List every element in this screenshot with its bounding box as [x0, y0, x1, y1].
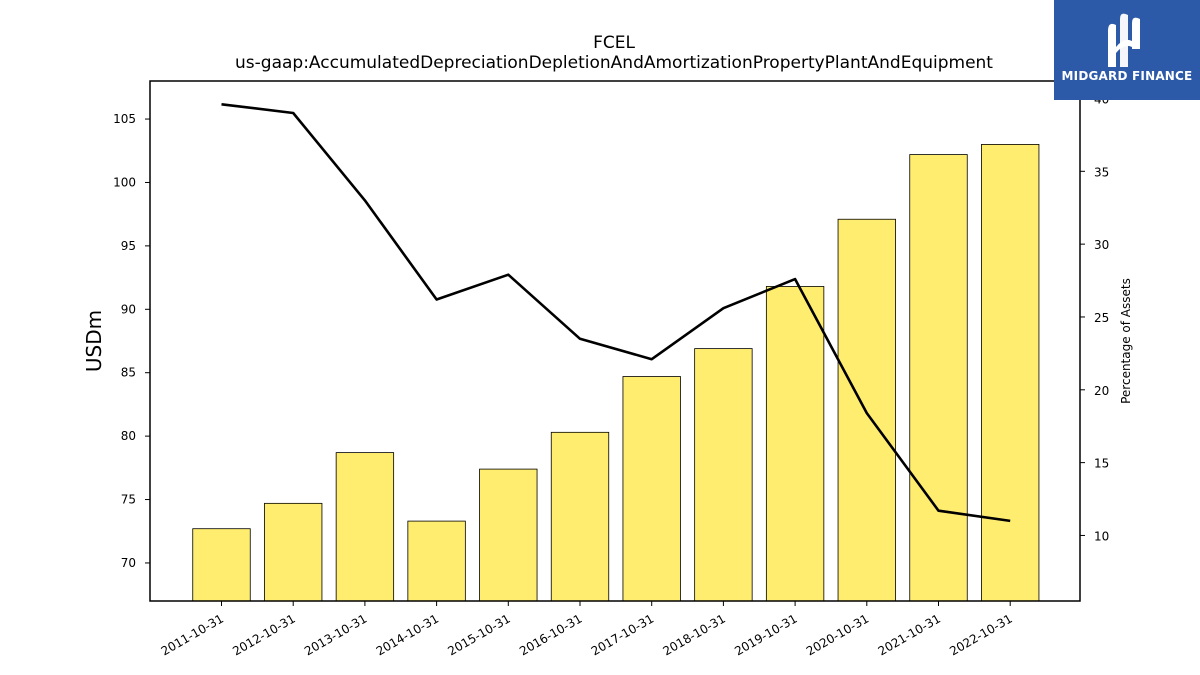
y-tick-label: 90	[121, 302, 136, 316]
x-tick-label: 2022-10-31	[947, 611, 1014, 658]
logo-text: MIDGARD FINANCE	[1061, 69, 1193, 83]
bar-2013-10-31	[335, 452, 395, 602]
line-series-group	[221, 103, 1011, 523]
bar-2020-10-31	[837, 218, 896, 602]
x-tick-label: 2011-10-31	[159, 611, 226, 658]
bar-2021-10-31	[909, 154, 968, 602]
bar-2016-10-31	[550, 431, 610, 602]
x-axis-ticks: 2011-10-31 2012-10-31 2013-10-31 2014-10-31…	[159, 601, 1015, 658]
chart-subtitle: us-gaap:AccumulatedDepreciationDepletion…	[235, 53, 993, 73]
y-axis-ticks: 70 75 80 85 90 95 100 105	[113, 112, 150, 570]
bar-2011-10-31	[192, 528, 251, 602]
chart-title: FCEL	[593, 33, 635, 53]
y2-tick-label: 25	[1094, 311, 1109, 325]
bar-2018-10-31	[694, 348, 753, 602]
x-tick-label: 2017-10-31	[589, 611, 656, 658]
y-axis-label: USDm	[82, 310, 106, 372]
y-tick-label: 100	[113, 175, 136, 189]
bar-2012-10-31	[264, 502, 323, 602]
plot-frame	[149, 80, 1081, 602]
y2-tick-label: 35	[1094, 165, 1109, 179]
y-tick-label: 70	[121, 556, 136, 570]
x-tick-label: 2012-10-31	[230, 611, 297, 658]
bar-2015-10-31	[479, 468, 538, 602]
y-tick-label: 95	[121, 239, 136, 253]
bar-2022-10-31	[981, 144, 1040, 602]
y-tick-label: 75	[121, 493, 136, 507]
x-tick-label: 2016-10-31	[517, 611, 584, 658]
y2-axis-label: Percentage of Assets	[1119, 278, 1133, 404]
bars-group	[192, 144, 1040, 602]
y-tick-label: 105	[113, 112, 136, 126]
midgard-finance-logo: MIDGARD FINANCE	[1054, 0, 1200, 100]
x-tick-label: 2020-10-31	[804, 611, 871, 658]
x-tick-label: 2013-10-31	[302, 611, 369, 658]
midgard-m-icon	[1108, 13, 1140, 68]
y2-tick-label: 10	[1094, 529, 1109, 543]
x-tick-label: 2015-10-31	[445, 611, 512, 658]
x-tick-label: 2018-10-31	[660, 611, 727, 658]
y2-tick-label: 20	[1094, 384, 1109, 398]
x-tick-label: 2019-10-31	[732, 611, 799, 658]
y2-axis-ticks: 10152025303540	[1080, 92, 1109, 543]
y-tick-label: 80	[121, 429, 136, 443]
bar-2014-10-31	[407, 520, 466, 602]
y2-tick-label: 30	[1094, 238, 1109, 252]
x-tick-label: 2014-10-31	[374, 611, 441, 658]
y2-tick-label: 15	[1094, 457, 1109, 471]
y-tick-label: 85	[121, 366, 136, 380]
percentage-line	[221, 103, 1011, 523]
x-tick-label: 2021-10-31	[876, 611, 943, 658]
bar-2017-10-31	[622, 376, 681, 602]
bar-2019-10-31	[765, 286, 825, 602]
